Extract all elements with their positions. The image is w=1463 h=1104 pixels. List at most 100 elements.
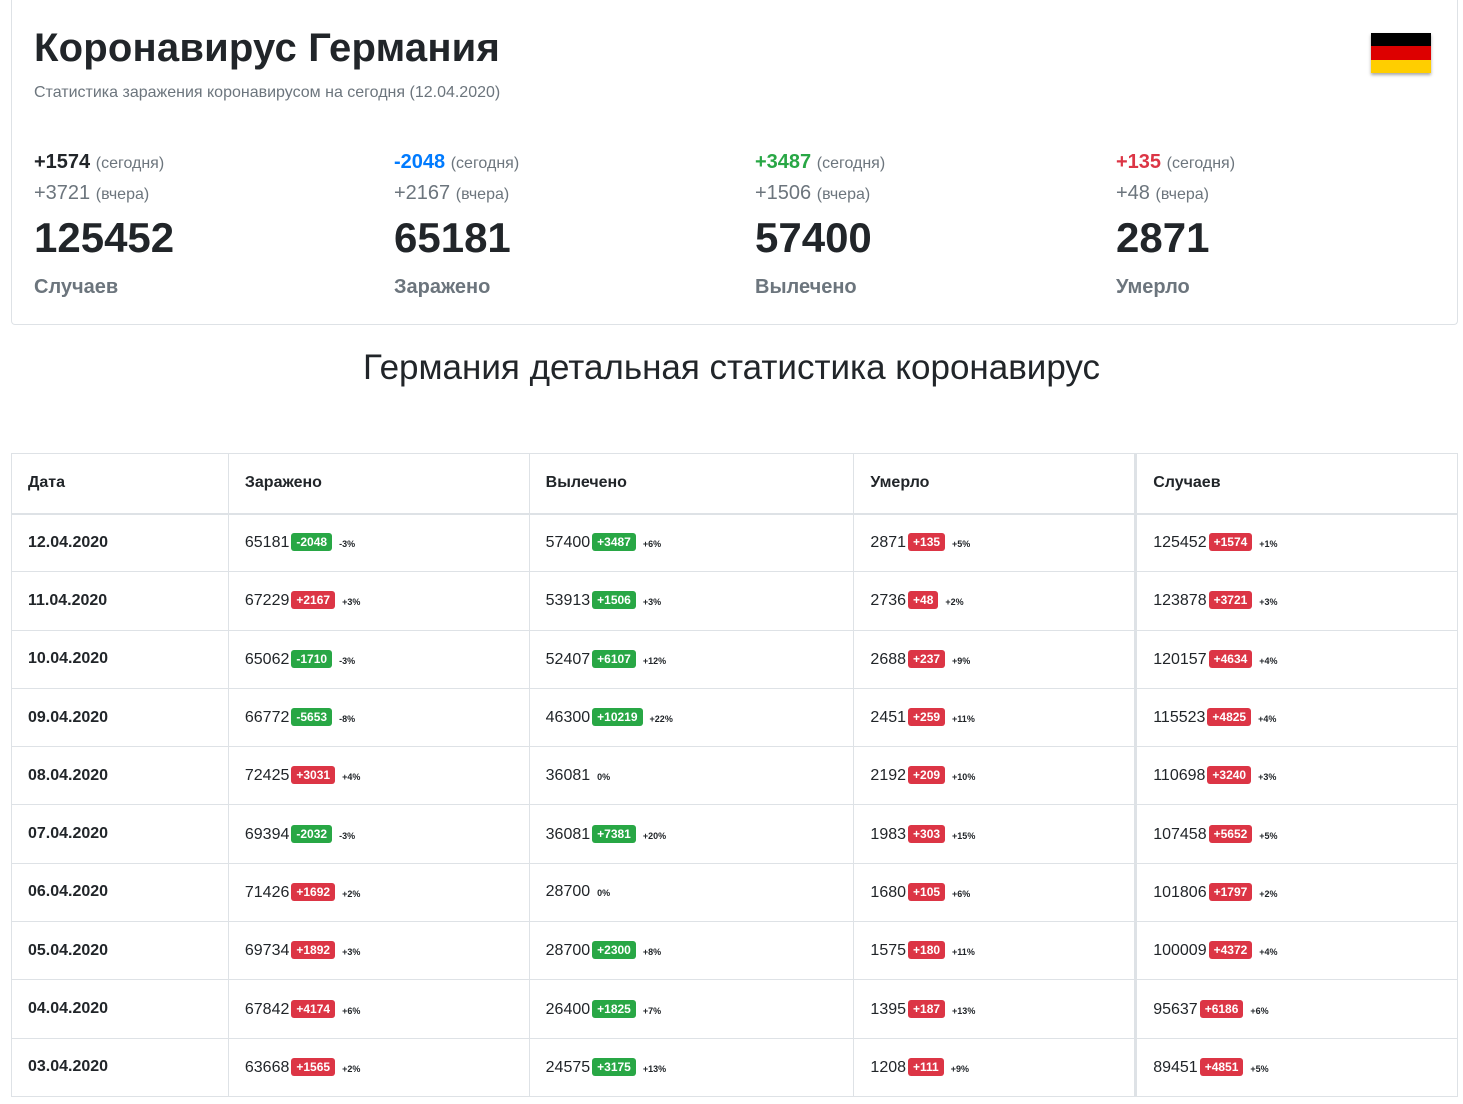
cell-value: 72425 [244,767,290,785]
percent-change: +4% [1259,655,1278,666]
delta-badge: +1797 [1208,882,1253,901]
table-row: 08.04.2020 72425 +3031 +4% 36081 0% 2192 +209 +1… [11,746,1458,806]
cell-value: 1575 [870,942,907,960]
cell-value: 66772 [244,709,290,727]
cell-value: 2736 [870,592,907,610]
delta-badge: -2032 [291,824,333,843]
table-row: 05.04.2020 69734 +1892 +3% 28700 +2300 +8% 1575… [11,921,1458,981]
cell-value: 120157 [1153,650,1207,668]
cell-value: 53913 [545,592,591,610]
delta-badge: +5652 [1208,824,1253,843]
percent-change: +7% [642,1005,662,1016]
cell-value: 2871 [870,534,907,552]
header-cases: Случаев [1134,453,1458,515]
cell-value: 69734 [244,942,290,960]
delta-badge: +4372 [1208,941,1253,960]
died-cell: 2736 +48 +2% [853,571,1137,631]
cell-value: 110698 [1153,767,1206,785]
cases-cell: 123878 +3721 +3% [1134,571,1458,631]
percent-change: +2% [342,888,361,899]
cell-value: 123878 [1153,592,1207,610]
cases-cell: 120157 +4634 +4% [1134,629,1458,689]
summary-card: Коронавирус Германия Статистика заражени… [11,0,1458,325]
percent-change: +6% [642,539,662,550]
recovered-cell: 46300 +10219 +22% [528,687,855,748]
cell-value: 69394 [244,825,290,843]
cases-cell: 125452 +1574 +1% [1134,512,1458,573]
date-cell: 08.04.2020 [11,746,229,806]
cell-value: 2688 [870,650,907,668]
date-cell: 04.04.2020 [11,979,229,1039]
delta-badge: +4825 [1207,708,1252,727]
delta-badge: +105 [908,882,946,901]
table-row: 09.04.2020 66772 -5653 -8% 46300 +10219 +22% 24… [11,687,1458,748]
died-cell: 2451 +259 +11% [853,687,1137,748]
cases-cell: 89451 +4851 +5% [1134,1037,1458,1097]
stat-total: 65181 [394,214,511,261]
delta-badge: +111 [908,1057,944,1076]
recovered-cell: 36081 +7381 +20% [528,804,855,864]
percent-change: +2% [945,597,964,608]
percent-change: +10% [952,772,976,783]
recovered-cell: 53913 +1506 +3% [528,571,855,631]
percent-change: +4% [1258,714,1277,725]
germany-flag-icon [1371,33,1431,73]
stat-caption: Случаев [34,276,119,298]
infected-cell: 67229 +2167 +3% [227,571,530,631]
delta-badge: +135 [908,533,946,552]
table-header-row: Дата Заражено Вылечено Умерло Случаев [11,453,1458,515]
cell-value: 100009 [1153,942,1207,960]
delta-badge: +6186 [1199,999,1244,1018]
delta-badge: +48 [908,591,939,610]
header-date: Дата [11,453,229,515]
died-cell: 1983 +303 +15% [853,804,1137,864]
percent-change: +5% [1250,1063,1269,1074]
died-cell: 1395 +187 +13% [853,979,1137,1039]
percent-change: +3% [1259,597,1278,608]
delta-badge: +3721 [1208,591,1253,610]
percent-change: +12% [642,655,667,666]
yesterday-label: (вчера) [1155,186,1209,203]
recovered-cell: 28700 +2300 +8% [528,921,855,981]
stat-today-value: +135 [1116,151,1162,173]
date-cell: 07.04.2020 [11,804,229,864]
stat-yesterday-value: +2167 [394,182,451,204]
percent-change: +3% [642,597,662,608]
cell-value: 2192 [870,767,907,785]
delta-badge: +303 [908,824,946,843]
delta-badge: +1506 [592,591,636,610]
cell-value: 63668 [244,1058,290,1076]
infected-cell: 65062 -1710 -3% [227,629,530,689]
died-cell: 1680 +105 +6% [853,862,1137,923]
percent-change: +3% [342,947,361,958]
delta-badge: +1565 [291,1057,336,1076]
stat-caption: Умерло [1116,276,1190,298]
percent-change: -8% [339,714,356,725]
percent-change: +20% [642,830,667,841]
today-label: (сегодня) [1166,155,1236,172]
percent-change: +2% [342,1063,361,1074]
percent-change: +9% [952,655,971,666]
yesterday-label: (вчера) [816,186,871,203]
cell-value: 36081 [545,825,591,843]
cell-value: 65181 [244,534,290,552]
delta-badge: +1574 [1208,533,1253,552]
delta-badge: +4851 [1199,1057,1244,1076]
cell-value: 65062 [244,650,290,668]
percent-change: +11% [952,714,975,725]
delta-badge: +1692 [291,882,336,901]
today-label: (сегодня) [816,155,886,172]
delta-badge: +6107 [592,649,636,668]
delta-badge: +3175 [592,1057,636,1076]
date-cell: 11.04.2020 [11,571,229,631]
stat-yesterday-value: +48 [1116,182,1150,204]
percent-change: +5% [1259,830,1278,841]
recovered-cell: 24575 +3175 +13% [528,1037,855,1097]
delta-badge: +3031 [291,766,336,785]
cases-cell: 101806 +1797 +2% [1134,862,1458,923]
percent-change: +11% [952,947,975,958]
infected-cell: 65181 -2048 -3% [227,512,530,573]
stat-yesterday-value: +3721 [34,182,91,204]
delta-badge: +7381 [592,824,636,843]
table-row: 11.04.2020 67229 +2167 +3% 53913 +1506 +3% 2736… [11,571,1458,631]
